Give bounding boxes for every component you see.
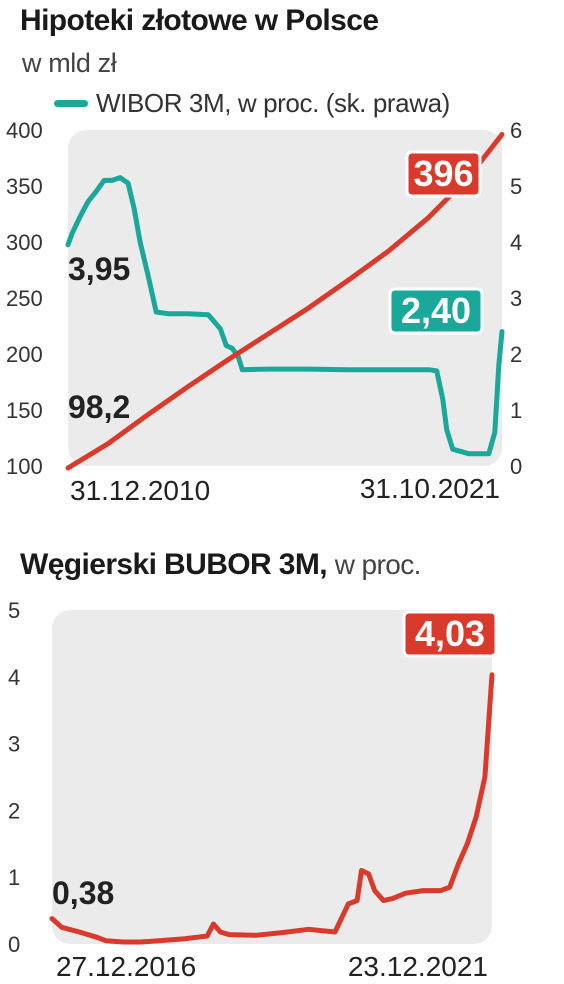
chart1-plot-area xyxy=(68,130,502,466)
chart1-plot: 100 150 200 250 300 350 400 0 1 2 3 4 5 6 3,95 98,2 396 2… xyxy=(6,118,522,506)
chart1-mortgages-start-label: 98,2 xyxy=(68,389,130,425)
chart2-end-label: 4,03 xyxy=(415,613,485,654)
chart2-x-start-label: 27.12.2016 xyxy=(56,951,196,982)
chart2-y-tick-5: 5 xyxy=(8,598,20,623)
chart2-y-tick-3: 3 xyxy=(8,732,20,757)
chart1-y2-tick-1: 1 xyxy=(510,398,522,423)
chart1-subtitle: w mld zł xyxy=(22,48,117,78)
chart1-wibor-end-label-box xyxy=(388,287,484,335)
chart1-y2-tick-0: 0 xyxy=(510,454,522,479)
chart1-y-tick-100: 100 xyxy=(6,454,43,479)
chart2-plot: 0 1 2 3 4 5 0,38 4,03 27.12.2016 23.12.2021 xyxy=(8,598,498,982)
legend-label-wibor: WIBOR 3M, w proc. (sk. prawa) xyxy=(96,87,450,118)
chart1-y2-tick-2: 2 xyxy=(510,342,522,367)
chart1-y-tick-350: 350 xyxy=(6,174,43,199)
chart1-mortgages-end-label: 396 xyxy=(413,153,473,194)
chart2-y-tick-4: 4 xyxy=(8,665,20,690)
chart2-y-tick-1: 1 xyxy=(8,865,20,890)
chart2-title-rest: w proc. xyxy=(334,549,422,580)
chart1-y2-tick-3: 3 xyxy=(510,286,522,311)
legend-swatch-wibor xyxy=(54,99,88,107)
chart1-series-wibor-line xyxy=(65,175,505,457)
chart1-y-tick-200: 200 xyxy=(6,342,43,367)
chart2-title-bold: Węgierski BUBOR 3M, xyxy=(20,548,328,581)
chart2-x-end-label: 23.12.2021 xyxy=(348,951,488,982)
chart1-wibor-start-label: 3,95 xyxy=(68,251,130,287)
chart1-y2-tick-4: 4 xyxy=(510,230,522,255)
chart1-y-tick-400: 400 xyxy=(6,118,43,143)
chart1-y-tick-250: 250 xyxy=(6,286,43,311)
chart1-series-mortgages-line xyxy=(65,132,505,471)
chart1-mortgages-end-label-box xyxy=(405,150,482,198)
chart1-wibor-end-label: 2,40 xyxy=(401,290,471,331)
chart1-x-start-label: 31.12.2010 xyxy=(70,475,210,506)
chart2-end-label-box xyxy=(402,610,498,658)
chart1-x-end-label: 31.10.2021 xyxy=(360,473,500,504)
chart1-y-tick-300: 300 xyxy=(6,230,43,255)
chart2-series-bubor-line xyxy=(49,672,495,945)
chart1-y2-tick-5: 5 xyxy=(510,174,522,199)
chart2-y-tick-2: 2 xyxy=(8,798,20,823)
chart2-start-label: 0,38 xyxy=(52,875,114,911)
chart1-y2-tick-6: 6 xyxy=(510,118,522,143)
chart1-legend: WIBOR 3M, w proc. (sk. prawa) xyxy=(54,86,450,120)
chart2-y-tick-0: 0 xyxy=(8,932,20,957)
chart2-plot-area xyxy=(52,610,492,944)
chart2-title: Węgierski BUBOR 3M, w proc. xyxy=(20,548,421,582)
chart1-title: Hipoteki złotowe w Polsce xyxy=(20,4,379,37)
chart1-y-tick-150: 150 xyxy=(6,398,43,423)
